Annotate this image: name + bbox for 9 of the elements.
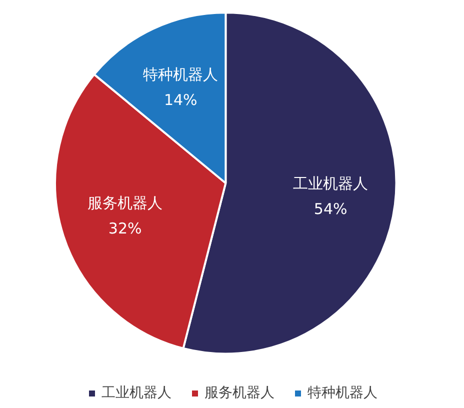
slice-label: 服务机器人 xyxy=(88,194,163,212)
data-label: 32% xyxy=(108,220,142,238)
data-label: 54% xyxy=(314,200,348,218)
data-label: 14% xyxy=(164,91,198,110)
legend-label: 服务机器人 xyxy=(204,384,274,402)
slice-label: 工业机器人 xyxy=(293,174,368,193)
legend-label: 工业机器人 xyxy=(102,384,172,402)
legend-label: 特种机器人 xyxy=(308,384,378,402)
slice-label: 特种机器人 xyxy=(143,66,218,84)
